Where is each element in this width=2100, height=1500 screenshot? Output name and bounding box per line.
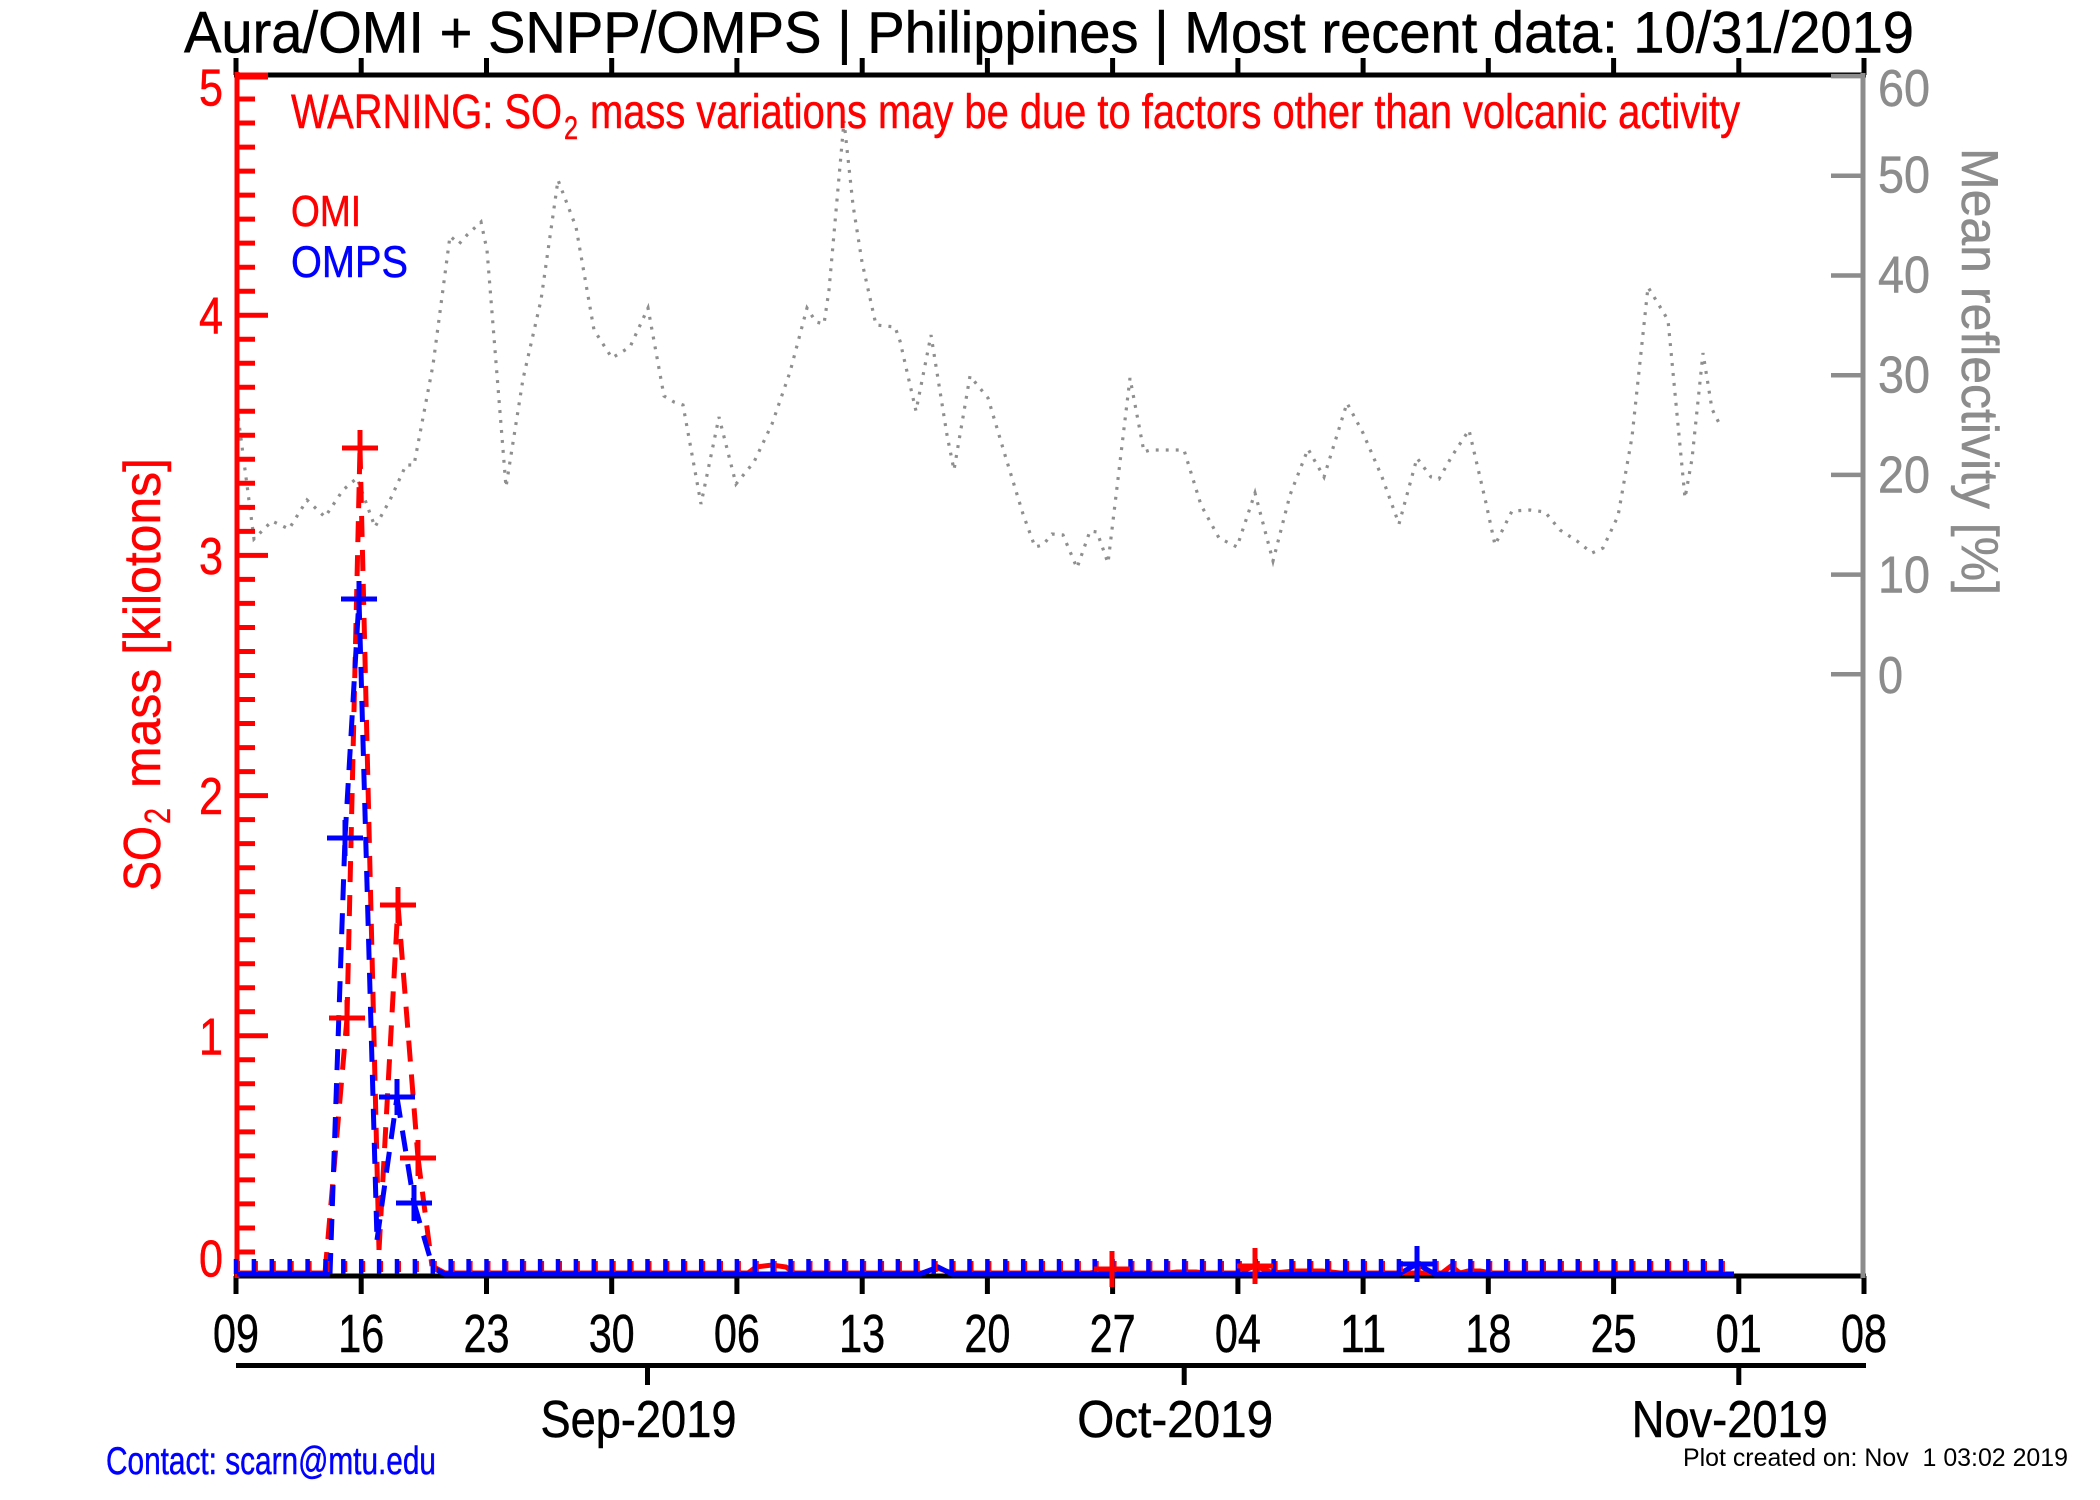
svg-text:04: 04 [1215,1304,1261,1364]
svg-text:Contact: scarn@mtu.edu: Contact: scarn@mtu.edu [106,1440,436,1483]
svg-text:30: 30 [589,1304,635,1364]
svg-text:13: 13 [839,1304,885,1364]
svg-text:2: 2 [199,768,223,826]
svg-text:2: 2 [137,808,178,824]
svg-text:SO: SO [114,826,172,891]
svg-text:Sep-2019: Sep-2019 [540,1391,736,1449]
svg-text:50: 50 [1878,147,1930,205]
svg-text:20: 20 [1878,447,1930,505]
svg-text:40: 40 [1878,247,1930,305]
svg-text:4: 4 [199,288,223,346]
svg-text:3: 3 [199,528,223,586]
svg-text:OMPS: OMPS [291,238,408,287]
svg-text:27: 27 [1090,1304,1136,1364]
svg-text:60: 60 [1878,60,1930,118]
svg-text:11: 11 [1340,1304,1386,1364]
svg-text:Mean reflectivity [%]: Mean reflectivity [%] [1950,148,2008,595]
svg-text:0: 0 [1878,647,1903,705]
svg-text:30: 30 [1878,347,1930,405]
svg-text:1: 1 [199,1008,223,1066]
svg-text:Nov-2019: Nov-2019 [1632,1391,1828,1449]
svg-text:23: 23 [463,1304,509,1364]
svg-text:mass [kilotons]: mass [kilotons] [114,458,172,788]
svg-text:Plot created on: Nov 1 03:02: Plot created on: Nov 1 03:02 2019 [1683,1444,2068,1472]
svg-text:WARNING: SO: WARNING: SO [291,86,562,139]
svg-text:09: 09 [213,1304,259,1364]
svg-text:25: 25 [1591,1304,1637,1364]
svg-text:06: 06 [714,1304,760,1364]
svg-text:0: 0 [199,1230,223,1288]
svg-text:16: 16 [338,1304,384,1364]
svg-text:2: 2 [564,110,578,146]
svg-text:Oct-2019: Oct-2019 [1077,1391,1273,1449]
svg-text:OMI: OMI [291,188,361,236]
svg-text:5: 5 [199,60,223,118]
svg-text:Aura/OMI + SNPP/OMPS | Philipp: Aura/OMI + SNPP/OMPS | Philippines | Mos… [184,1,1914,66]
svg-text:08: 08 [1841,1304,1887,1364]
svg-text:18: 18 [1465,1304,1511,1364]
svg-text:20: 20 [964,1304,1010,1364]
svg-text:01: 01 [1716,1304,1762,1364]
svg-text:10: 10 [1878,547,1930,605]
svg-text:mass variations may be due to: mass variations may be due to factors ot… [590,86,1740,139]
